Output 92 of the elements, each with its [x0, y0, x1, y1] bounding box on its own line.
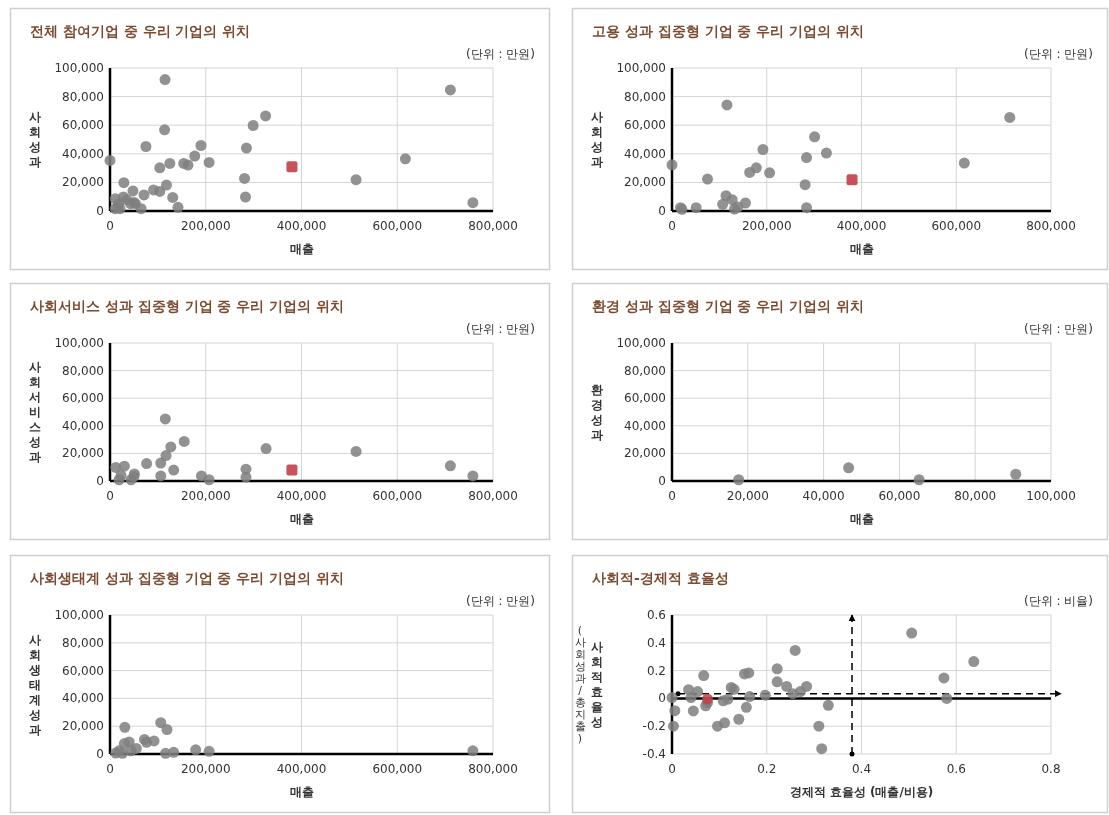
x-axis-title: 매출 [289, 242, 314, 256]
y-tick-label: 60,000 [624, 391, 666, 406]
chart-title: 사회서비스 성과 집중형 기업 중 우리 기업의 위치 [30, 298, 345, 314]
y-tick-label: 0 [658, 474, 666, 488]
y-tick-label: 40,000 [62, 146, 104, 161]
y-tick-label: 80,000 [62, 363, 104, 378]
x-tick-label: 200,000 [180, 219, 231, 233]
y-tick-label: 40,000 [62, 691, 104, 706]
y-tick-label: 40,000 [624, 146, 666, 161]
x-tick-label: 800,000 [1026, 219, 1076, 233]
text: (단위 : 만원) [1023, 47, 1093, 61]
y-tick-label: 0 [96, 204, 104, 218]
y-tick-label: 0 [658, 204, 666, 218]
y-tick-label: 100,000 [54, 336, 104, 350]
x-tick-label: 20,000 [726, 489, 769, 503]
x-axis-title: 매출 [289, 512, 314, 526]
chart-title: 사회적-경제적 효율성 [592, 570, 729, 586]
y-tick-label: 80,000 [624, 89, 666, 104]
text: (단위 : 만원) [465, 594, 535, 608]
x-tick-label: 0.4 [851, 762, 872, 776]
y-tick-label: 40,000 [624, 418, 666, 433]
chart-title: 환경 성과 집중형 기업 중 우리 기업의 위치 [592, 298, 865, 314]
y-tick-label: 100,000 [54, 608, 104, 622]
y-tick-label: 100,000 [616, 61, 666, 75]
y-tick-label: 0 [658, 691, 666, 706]
x-tick-label: 0 [106, 219, 114, 233]
y-tick-label: 80,000 [62, 89, 104, 104]
x-tick-label: 400,000 [276, 489, 327, 503]
x-tick-label: 600,000 [372, 219, 423, 233]
x-tick-label: 0 [106, 762, 114, 776]
x-tick-label: 0 [668, 489, 676, 503]
y-tick-label: 20,000 [62, 175, 104, 190]
text: (단위 : 비율) [1023, 594, 1093, 608]
y-tick-label: 80,000 [62, 635, 104, 650]
text: (단위 : 만원) [465, 47, 535, 61]
y-tick-label: 100,000 [616, 336, 666, 350]
y-tick-label: 40,000 [62, 418, 104, 433]
y-tick-label: 0.2 [646, 663, 666, 678]
y-axis-title: 사회적효율성 [591, 640, 603, 730]
y-tick-label: 0.6 [646, 608, 666, 622]
chart-title: 고용 성과 집중형 기업 중 우리 기업의 위치 [592, 23, 865, 39]
text: (단위 : 만원) [465, 322, 535, 336]
y-tick-label: 100,000 [54, 61, 104, 75]
x-tick-label: 0.8 [1041, 762, 1061, 776]
x-tick-label: 400,000 [276, 762, 327, 776]
y-tick-label: 80,000 [624, 363, 666, 378]
x-tick-label: 40,000 [802, 489, 845, 503]
x-tick-label: 0 [106, 489, 114, 503]
x-tick-label: 800,000 [468, 219, 518, 233]
x-tick-label: 400,000 [836, 219, 887, 233]
x-tick-label: 400,000 [276, 219, 327, 233]
y-tick-label: -0.4 [642, 747, 666, 761]
y-tick-label: 20,000 [624, 446, 666, 461]
x-tick-label: 200,000 [741, 219, 792, 233]
x-axis-title: 경제적 효율성 (매출/비용) [789, 785, 934, 799]
x-axis-title: 매출 [849, 242, 874, 256]
x-tick-label: 0.2 [757, 762, 777, 776]
x-tick-label: 800,000 [468, 762, 518, 776]
y-tick-label: 60,000 [62, 118, 104, 133]
x-tick-label: 200,000 [180, 489, 231, 503]
y-tick-label: 60,000 [62, 663, 104, 678]
x-tick-label: 600,000 [372, 489, 423, 503]
y-tick-label: 0 [96, 747, 104, 761]
y-tick-label: 20,000 [62, 719, 104, 734]
x-tick-label: 200,000 [180, 762, 231, 776]
x-tick-label: 600,000 [931, 219, 982, 233]
x-tick-label: 0.6 [946, 762, 966, 776]
x-axis-title: 매출 [289, 785, 314, 799]
text: (단위 : 만원) [1023, 322, 1093, 336]
y-axis-title: 환경성과 [591, 382, 603, 442]
chart-title: 전체 참여기업 중 우리 기업의 위치 [30, 23, 251, 39]
x-tick-label: 0 [668, 762, 676, 776]
y-tick-label: 20,000 [62, 446, 104, 461]
y-tick-label: 0.4 [646, 635, 666, 650]
y-tick-label: 20,000 [624, 175, 666, 190]
y-axis-title: 사회성과 [591, 110, 603, 170]
y-axis-title: 사회서비스성과 [29, 360, 41, 465]
y-axis-title: 사회생태계성과 [28, 632, 41, 737]
y-axis-title: 사회성과 [29, 110, 41, 170]
x-tick-label: 100,000 [1026, 489, 1076, 503]
x-tick-label: 0 [668, 219, 676, 233]
x-tick-label: 80,000 [954, 489, 997, 503]
x-tick-label: 800,000 [468, 489, 518, 503]
x-tick-label: 60,000 [878, 489, 921, 503]
text: (사회성과/총지출) [574, 624, 586, 746]
y-tick-label: -0.2 [642, 719, 666, 734]
y-tick-label: 60,000 [62, 391, 104, 406]
y-tick-label: 60,000 [624, 118, 666, 133]
x-tick-label: 600,000 [372, 762, 423, 776]
chart-title: 사회생태계 성과 집중형 기업 중 우리 기업의 위치 [30, 570, 345, 586]
y-tick-label: 0 [96, 474, 104, 488]
x-axis-title: 매출 [849, 512, 874, 526]
